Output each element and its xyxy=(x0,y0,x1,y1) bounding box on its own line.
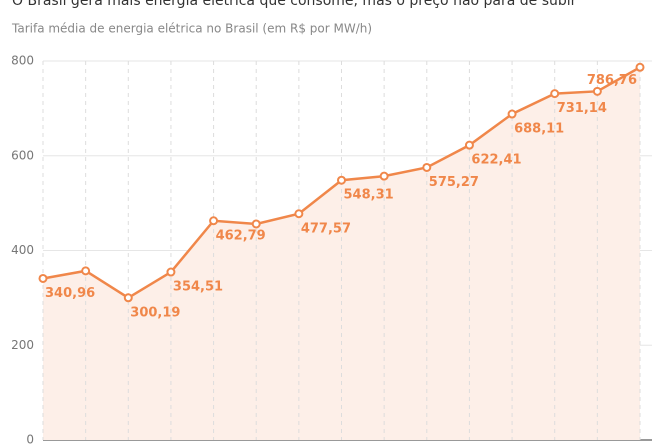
y-tick-label: 200 xyxy=(11,338,34,352)
point xyxy=(123,293,133,303)
point xyxy=(337,175,346,185)
value-label: 354,51 xyxy=(173,280,223,295)
value-label: 731,14 xyxy=(557,101,607,116)
point xyxy=(507,109,517,119)
y-tick-label: 800 xyxy=(11,54,34,68)
point xyxy=(38,273,48,283)
value-label: 786,76 xyxy=(587,73,637,88)
value-label: 688,11 xyxy=(514,122,564,137)
point xyxy=(464,140,474,150)
point xyxy=(166,267,176,277)
y-tick-label: 400 xyxy=(11,243,34,257)
point xyxy=(592,86,602,96)
point xyxy=(550,89,560,99)
point xyxy=(635,62,645,72)
value-label: 575,27 xyxy=(429,175,479,190)
value-label: 462,79 xyxy=(216,228,266,243)
value-label: 548,31 xyxy=(344,188,394,203)
point xyxy=(294,209,304,219)
value-label: 477,57 xyxy=(301,221,351,236)
y-tick-label: 0 xyxy=(26,433,34,445)
value-label: 622,41 xyxy=(471,153,521,168)
chart-subtitle: Tarifa média de energia elétrica no Bras… xyxy=(11,22,372,36)
value-label: 340,96 xyxy=(45,286,95,301)
value-label: 300,19 xyxy=(130,305,180,320)
point xyxy=(209,216,219,226)
point xyxy=(422,162,432,172)
chart-title: O Brasil gera mais energia elétrica que … xyxy=(12,0,577,9)
point xyxy=(379,171,389,181)
point xyxy=(81,266,91,276)
point xyxy=(251,219,261,229)
y-tick-label: 600 xyxy=(11,148,34,162)
